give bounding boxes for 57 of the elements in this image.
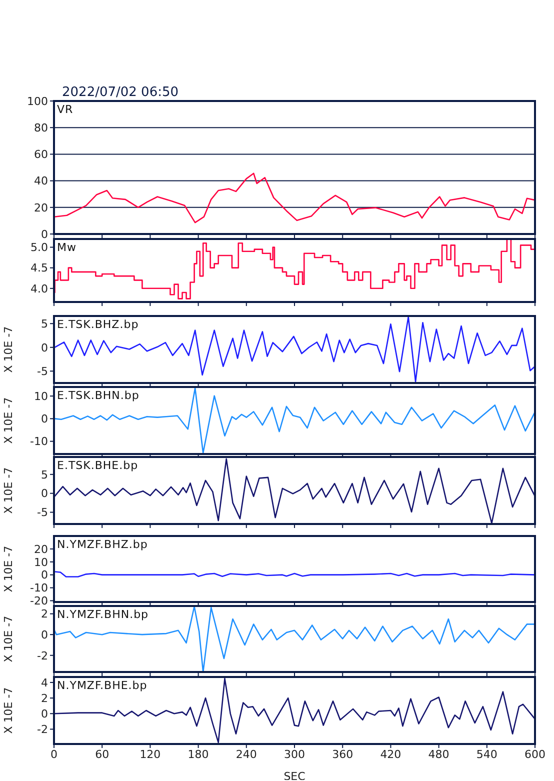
y-tick-label: 2 (41, 692, 48, 705)
y-tick-label: -5 (37, 365, 48, 378)
y-tick-label: -10 (30, 582, 48, 595)
y-tick-label: -5 (37, 506, 48, 520)
y-tick-label: 10 (34, 390, 48, 403)
y-tick-label: 4.0 (30, 282, 48, 296)
y-tick-label: 0 (41, 487, 48, 500)
y-tick-label: 0 (41, 228, 48, 241)
y-tick-label: 0 (41, 628, 48, 642)
y-axis-title: X 10E -7 (2, 467, 15, 514)
y-tick-label: 80 (34, 122, 48, 135)
y-tick-label: 0 (41, 568, 48, 582)
y-tick-label: 2 (41, 608, 48, 621)
chart-title: 2022/07/02 06:50 (62, 85, 179, 100)
y-tick-label: 20 (34, 201, 48, 214)
y-tick-label: 0 (41, 708, 48, 721)
x-tick-label: 0 (50, 748, 58, 761)
x-tick-label: 180 (188, 748, 209, 761)
y-axis-title: X 10E -7 (2, 687, 15, 734)
text: VR (57, 103, 74, 116)
y-tick-label: 100 (27, 94, 48, 108)
x-tick-label: 600 (524, 748, 546, 761)
y-tick-label: -2 (37, 649, 48, 662)
series-label: E.TSK.BHN.bp (57, 389, 140, 402)
x-tick-label: 300 (284, 748, 305, 761)
y-tick-label: 10 (34, 556, 48, 569)
x-tick-label: 540 (476, 748, 498, 761)
y-axis-title: X 10E -7 (2, 326, 15, 373)
y-tick-label: 4.5 (30, 262, 48, 275)
y-tick-label: 60 (34, 148, 48, 162)
y-tick-label: 5 (41, 468, 48, 482)
series-label: E.TSK.BHE.bp (57, 459, 138, 472)
x-tick-label: 60 (95, 748, 110, 761)
y-tick-label: 5 (41, 318, 48, 331)
y-tick-label: 5.0 (30, 241, 48, 254)
y-tick-label: 0 (41, 341, 48, 354)
series-label: N.YMZF.BHZ.bp (57, 538, 148, 551)
y-tick-label: -2 (37, 723, 48, 736)
x-tick-label: 420 (380, 748, 402, 761)
y-axis-title: X 10E -7 (2, 616, 15, 662)
y-tick-label: 40 (34, 174, 48, 188)
y-tick-label: 4 (41, 676, 48, 690)
y-tick-label: 20 (34, 542, 48, 556)
x-tick-label: 120 (140, 748, 161, 761)
y-axis-title: X 10E -7 (2, 397, 15, 444)
series-label: Mw (57, 241, 76, 254)
y-tick-label: -10 (30, 435, 48, 448)
series-label: N.YMZF.BHE.bp (57, 679, 148, 692)
x-tick-label: 480 (428, 748, 450, 761)
x-tick-label: 360 (332, 748, 354, 761)
y-tick-label: 0 (41, 412, 48, 426)
series-label: E.TSK.BHZ.bp (57, 318, 139, 331)
y-axis-title: X 10E -7 (2, 546, 15, 592)
x-tick-label: 240 (236, 748, 257, 761)
x-axis-title: SEC (284, 770, 306, 781)
y-tick-label: -20 (30, 594, 48, 608)
series-label: N.YMZF.BHN.bp (57, 608, 149, 621)
